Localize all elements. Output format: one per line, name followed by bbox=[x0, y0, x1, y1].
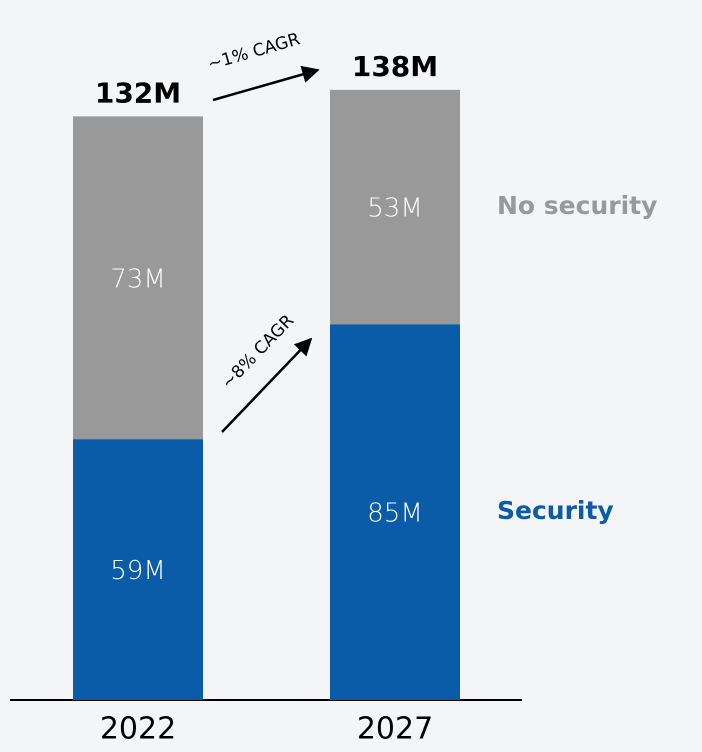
data-label: 85M bbox=[367, 499, 423, 529]
bar-segment bbox=[330, 89, 460, 325]
data-label: 73M bbox=[110, 264, 166, 294]
x-tick-label: 2022 bbox=[100, 712, 176, 747]
data-label: 59M bbox=[110, 556, 166, 586]
bar-segment bbox=[73, 439, 203, 700]
total-label: 132M bbox=[95, 76, 181, 109]
arrow bbox=[221, 337, 313, 433]
legend-label: No security bbox=[497, 191, 657, 220]
bar-segment bbox=[330, 324, 460, 700]
bar-segment bbox=[73, 116, 203, 440]
arrow bbox=[212, 65, 320, 102]
total-label: 138M bbox=[352, 50, 438, 83]
annotation: ~8% CAGR bbox=[218, 311, 298, 393]
legend-label: Security bbox=[497, 496, 614, 525]
data-label: 53M bbox=[367, 194, 423, 224]
annotation: ~1% CAGR bbox=[206, 29, 303, 74]
x-tick-label: 2027 bbox=[357, 712, 433, 747]
